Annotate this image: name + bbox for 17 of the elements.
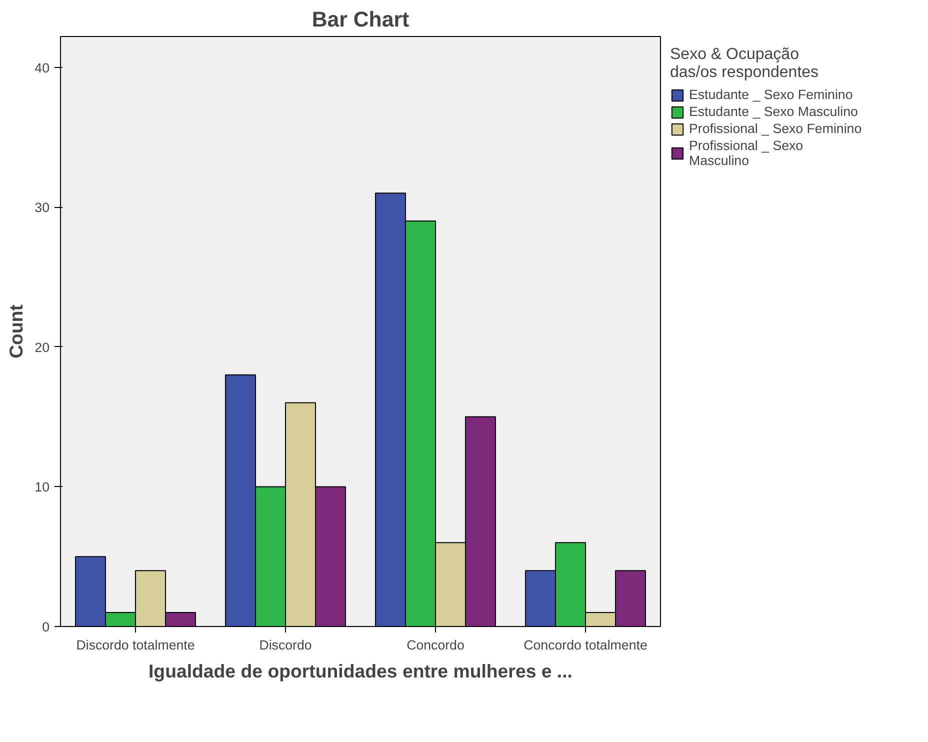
x-tick-label: Discordo: [259, 638, 312, 652]
x-tick-label: Discordo totalmente: [76, 638, 195, 652]
y-tick-label: 10: [34, 480, 50, 495]
legend-title: Sexo & Ocupação das/os respondentes: [670, 46, 820, 82]
y-tick-label: 40: [34, 60, 50, 76]
y-tick-label: 30: [34, 200, 50, 216]
chart-title: Bar Chart: [312, 8, 410, 32]
y-tick-label: 0: [42, 620, 50, 634]
x-axis-title: Igualdade de oportunidades entre mulheres e ...: [148, 660, 573, 682]
legend-label: Estudante _ Sexo Feminino: [689, 87, 853, 102]
legend-label: Profissional _ Sexo Feminino: [689, 121, 862, 136]
legend-label: Estudante _ Sexo Masculino: [689, 104, 858, 119]
y-tick-label: 20: [34, 340, 50, 355]
x-tick-label: Concordo totalmente: [524, 638, 648, 652]
x-tick-label: Concordo: [406, 638, 464, 652]
legend-label: Profissional _ Sexo Masculino: [689, 138, 804, 168]
y-axis-title: Count: [6, 304, 27, 358]
